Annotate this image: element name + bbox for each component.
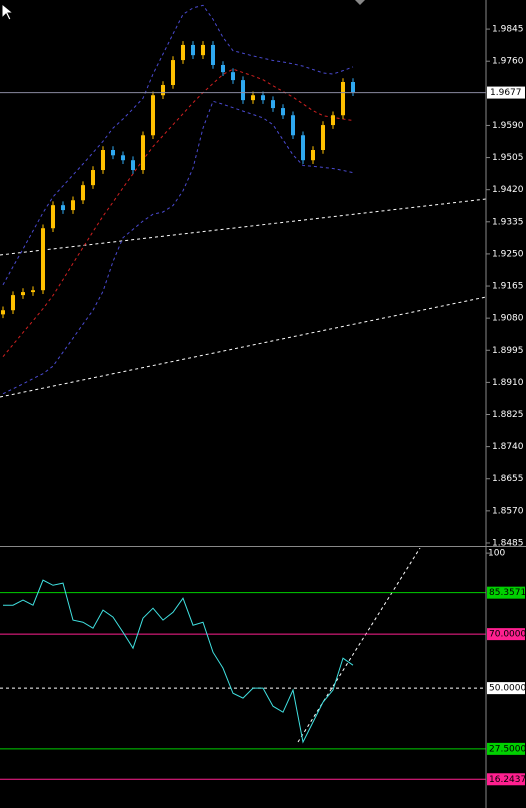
cursor [1, 2, 15, 21]
level-label: 70.0000 [489, 630, 526, 640]
level-label-box [487, 586, 525, 599]
candle-body [331, 115, 335, 126]
candle-body [141, 135, 145, 171]
level-label-box [487, 742, 525, 755]
candle-body [291, 115, 295, 136]
y-tick-label: 1.8740 [492, 442, 524, 452]
candle-body [171, 60, 175, 86]
candle-body [31, 290, 35, 293]
current-price-box [487, 86, 525, 99]
level-label-box [487, 628, 525, 641]
candle-body [311, 150, 315, 161]
y-tick-label: 1.9505 [492, 153, 524, 163]
candle-body [121, 155, 125, 161]
candle-body [41, 228, 45, 291]
candle-body [111, 150, 115, 156]
candle-body [161, 85, 165, 96]
candle-body [221, 64, 225, 73]
y-tick-label: 1.9165 [492, 282, 524, 292]
y-tick-label: 1.9335 [492, 217, 524, 227]
candle-body [261, 95, 265, 101]
candle-body [1, 310, 5, 315]
y-tick-label: 100 [488, 549, 505, 559]
candle-body [181, 44, 185, 61]
candle-body [281, 108, 285, 116]
candle-body [51, 205, 55, 229]
candle-body [231, 72, 235, 81]
candle-body [321, 125, 325, 151]
trend-line [0, 296, 486, 398]
level-label: 16.2437 [489, 775, 526, 785]
candle-body [351, 81, 355, 93]
band-line [2, 68, 354, 358]
y-tick-label: 1.9760 [492, 57, 524, 67]
y-tick-label: 1.9080 [492, 314, 524, 324]
y-tick-label: 1.8910 [492, 378, 524, 388]
candle-body [251, 95, 255, 101]
candle-body [191, 44, 195, 56]
y-tick-label: 1.8655 [492, 474, 524, 484]
candle-body [301, 135, 305, 161]
trend-line [297, 548, 421, 743]
y-tick-label: 1.8485 [492, 538, 524, 548]
candle-body [131, 160, 135, 171]
level-label: 50.0000 [489, 684, 526, 694]
candle-body [201, 44, 205, 56]
scroll-marker [355, 0, 365, 5]
current-price-label: 1.9677 [490, 88, 522, 98]
candle-body [151, 95, 155, 136]
y-tick-label: 1.9590 [492, 121, 524, 131]
candle-body [21, 292, 25, 296]
band-line [2, 100, 354, 395]
candle-body [61, 205, 65, 211]
rsi-plot [0, 548, 486, 780]
y-tick-label: 1.8825 [492, 410, 524, 420]
candle-body [341, 81, 345, 116]
candle-body [241, 80, 245, 101]
level-label-box [487, 682, 525, 695]
level-label-box [487, 773, 525, 786]
y-tick-label: 1.9845 [492, 25, 524, 35]
candle-body [211, 44, 215, 65]
candle-body [11, 295, 15, 311]
level-label: 85.3571 [489, 588, 526, 598]
y-tick-label: 1.8570 [492, 506, 524, 516]
candle-body [271, 100, 275, 109]
level-label: 27.5000 [489, 744, 526, 754]
candle-body [81, 185, 85, 201]
rsi-line [3, 579, 354, 744]
y-tick-label: 1.9420 [492, 185, 524, 195]
candle-body [91, 170, 95, 186]
y-tick-label: 1.8995 [492, 346, 524, 356]
candle-body [101, 150, 105, 171]
price-plot [0, 4, 486, 398]
candle-body [71, 200, 75, 211]
y-tick-label: 1.9250 [492, 249, 524, 259]
